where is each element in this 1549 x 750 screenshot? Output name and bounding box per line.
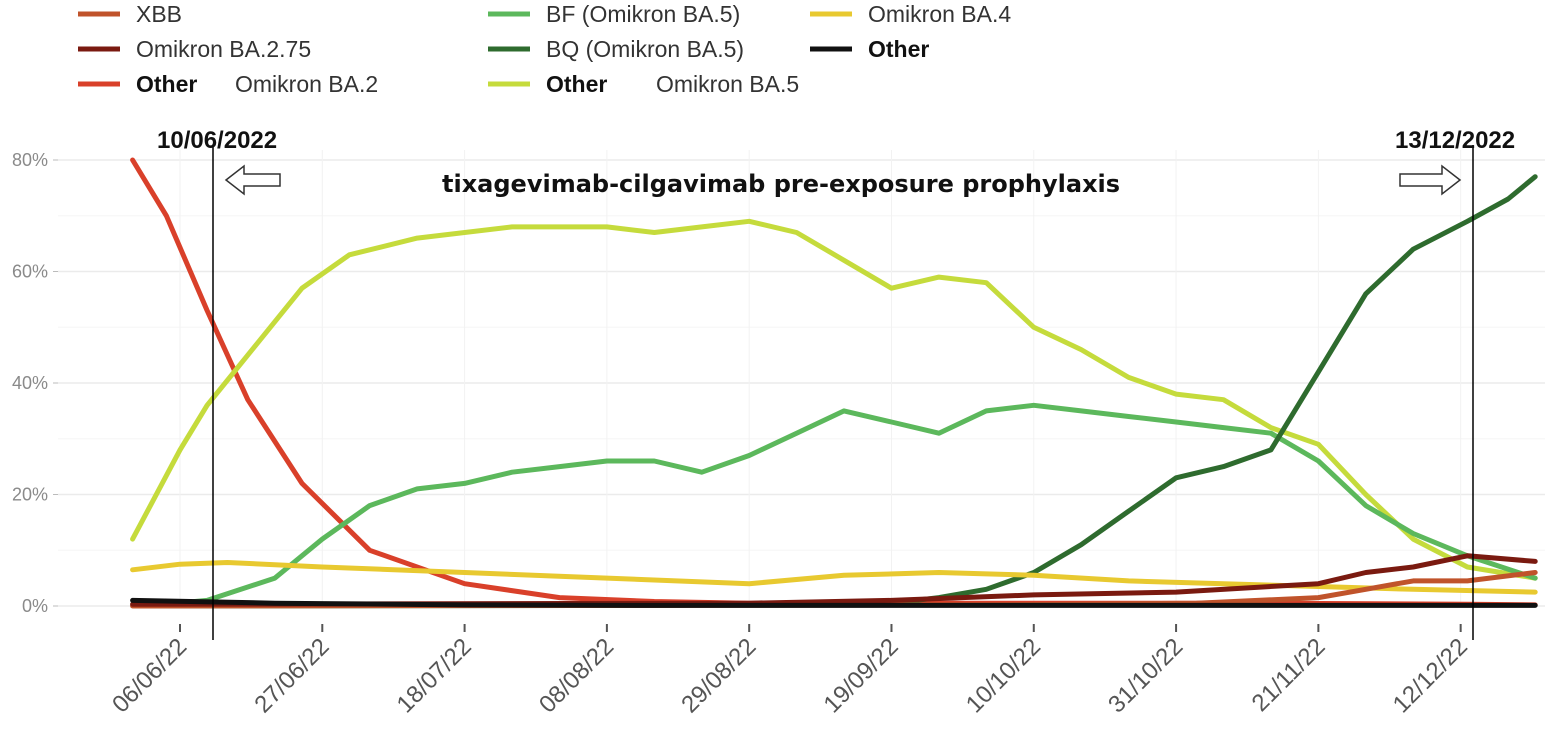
legend-sublabel: Omikron BA.5 [656,71,799,97]
series-line [143,402,1538,609]
prophylaxis-title: tixagevimab-cilgavimab pre-exposure prop… [442,170,1120,198]
x-tick-label: 10/10/22 [961,633,1046,718]
y-tick-label: 0% [22,596,48,616]
legend: XBB Omikron BA.2.75 Other Omikron BA.2 BF (O… [78,1,1011,97]
x-tick-label: 08/08/22 [534,633,619,718]
y-tick-label: 80% [12,150,48,170]
legend-sublabel: Omikron BA.2 [235,71,378,97]
series-line [143,174,1538,609]
x-tick-label: 21/11/22 [1247,633,1331,717]
legend-label: Other [868,36,929,62]
left-arrow-icon [224,164,281,196]
y-tick-label: 60% [12,262,48,282]
series-line [130,560,1538,595]
legend-label: Omikron BA.4 [868,1,1011,27]
x-tick-label: 31/10/22 [1103,633,1188,718]
grid [58,150,1545,607]
legend-label: BF (Omikron BA.5) [546,1,740,27]
right-arrow-icon [1399,164,1462,196]
x-tick-label: 12/12/22 [1388,633,1473,718]
y-tick-label: 20% [12,485,48,505]
x-tick-label: 18/07/22 [392,633,477,718]
series-line [130,597,1538,608]
series-line [130,553,1538,607]
series-line [130,218,1538,581]
legend-label: XBB [136,1,182,27]
x-axis: 06/06/22 27/06/22 18/07/22 08/08/22 29/08/22… [107,624,1473,718]
legend-label: BQ (Omikron BA.5) [546,36,744,62]
start-date-label: 10/06/2022 [157,127,277,154]
y-tick-label: 40% [12,373,48,393]
x-tick-label: 06/06/22 [107,633,192,718]
x-tick-label: 19/09/22 [819,633,904,718]
legend-label: Omikron BA.2.75 [136,36,311,62]
legend-label: Other [546,71,607,97]
end-date-label: 13/12/2022 [1395,127,1515,154]
x-tick-label: 29/08/22 [676,633,761,718]
annotations: 10/06/2022 13/12/2022 tixagevimab-cilgav… [157,127,1515,640]
legend-label: Other [136,71,197,97]
series-lines [130,157,1538,609]
y-axis: 0% 20% 40% 60% 80% [12,150,58,616]
x-tick-label: 27/06/22 [249,633,334,718]
